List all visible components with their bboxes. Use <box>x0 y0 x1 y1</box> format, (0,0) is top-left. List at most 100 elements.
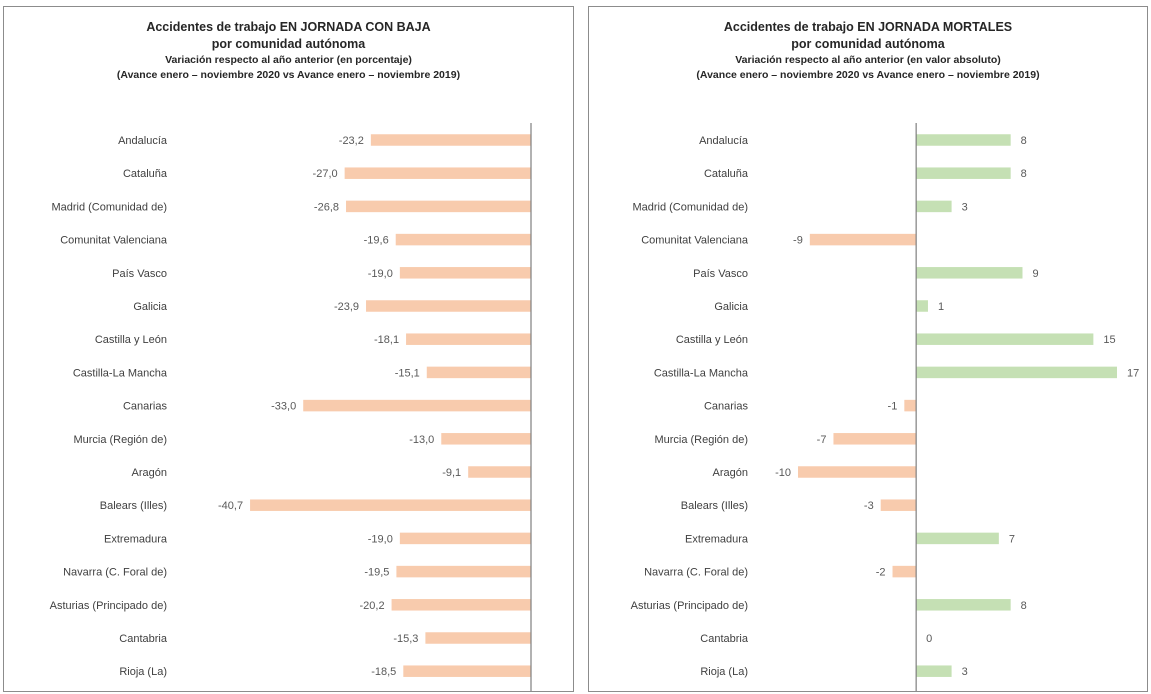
data-label: -19,5 <box>364 567 389 579</box>
data-label: -23,9 <box>334 301 359 313</box>
bar-chart-mortales: Andalucía 8 Cataluña 8 Madrid (Comunidad de)… <box>631 123 1139 691</box>
data-label: 8 <box>1021 135 1027 147</box>
data-label: -10 <box>775 467 791 479</box>
bar <box>391 599 531 611</box>
data-label: -18,1 <box>374 334 399 346</box>
bar <box>916 599 1011 611</box>
data-label: -18,5 <box>371 666 396 678</box>
data-label: -9 <box>793 235 803 247</box>
data-label: 8 <box>1021 168 1027 180</box>
data-label: -7 <box>817 434 827 446</box>
data-label: 8 <box>1021 600 1027 612</box>
chart-panel-accidentes-con-baja: Accidentes de trabajo EN JORNADA CON BAJ… <box>3 6 574 692</box>
category-label: Galicia <box>714 301 749 313</box>
bar <box>370 134 531 146</box>
data-label: -3 <box>864 500 874 512</box>
category-label: Madrid (Comunidad de) <box>51 201 167 213</box>
chart-title: Accidentes de trabajo EN JORNADA CON BAJ… <box>146 20 431 34</box>
data-label: -2 <box>876 567 886 579</box>
data-label: -15,3 <box>393 633 418 645</box>
data-label: -1 <box>888 401 898 413</box>
category-label: Navarra (C. Foral de) <box>63 567 167 579</box>
category-label: Comunitat Valenciana <box>641 235 749 247</box>
bar <box>250 499 531 511</box>
category-label: Galicia <box>133 301 168 313</box>
data-label: 3 <box>962 201 968 213</box>
chart-subtitle: Variación respecto al año anterior (en v… <box>735 54 1001 66</box>
bar-chart-con-baja: Andalucía -23,2 Cataluña -27,0 Madrid (Comun… <box>50 123 532 691</box>
data-label: -23,2 <box>339 135 364 147</box>
category-label: Balears (Illes) <box>100 500 167 512</box>
category-label: País Vasco <box>112 268 167 280</box>
data-label: -19,0 <box>368 268 393 280</box>
data-label: 9 <box>1032 268 1038 280</box>
chart-titles: Accidentes de trabajo EN JORNADA CON BAJ… <box>4 19 573 83</box>
category-label: Canarias <box>123 401 168 413</box>
bar <box>916 167 1011 179</box>
bar <box>916 134 1011 146</box>
category-label: Navarra (C. Foral de) <box>644 567 748 579</box>
bar <box>399 267 531 279</box>
bar <box>916 333 1094 345</box>
category-label: Castilla y León <box>676 334 748 346</box>
data-label: 0 <box>926 633 932 645</box>
chart-title-line-2: por comunidad autónoma <box>791 37 945 51</box>
bar <box>366 300 531 312</box>
chart-title: Accidentes de trabajo EN JORNADA MORTALE… <box>723 20 1013 34</box>
bar <box>303 399 531 412</box>
data-label: 17 <box>1127 367 1139 379</box>
bar <box>916 665 952 677</box>
category-label: Andalucía <box>699 135 749 147</box>
category-label: Aragón <box>713 467 748 479</box>
bar <box>833 433 917 445</box>
chart-subtitle-period: (Avance enero – noviembre 2020 vs Avance… <box>116 69 461 81</box>
category-label: Madrid (Comunidad de) <box>632 201 748 213</box>
bar <box>904 399 917 412</box>
bar <box>916 300 928 312</box>
data-label: 1 <box>938 301 944 313</box>
category-label: Asturias (Principado de) <box>50 600 167 612</box>
category-label: Cataluña <box>123 168 168 180</box>
chart-panel-accidentes-mortales: Accidentes de trabajo EN JORNADA MORTALE… <box>588 6 1148 692</box>
data-label: -9,1 <box>442 467 461 479</box>
bar <box>916 267 1023 279</box>
data-label: -33,0 <box>271 401 296 413</box>
bar <box>425 632 531 644</box>
bar <box>916 200 952 213</box>
category-label: Canarias <box>704 401 749 413</box>
category-label: País Vasco <box>693 268 748 280</box>
category-label: Andalucía <box>118 135 168 147</box>
bar <box>396 565 531 578</box>
bar <box>344 167 531 179</box>
data-label: -27,0 <box>313 168 338 180</box>
category-label: Cantabria <box>119 633 168 645</box>
category-label: Asturias (Principado de) <box>631 600 748 612</box>
category-label: Murcia (Región de) <box>654 434 748 446</box>
category-label: Cantabria <box>700 633 749 645</box>
bar <box>880 499 917 511</box>
bar <box>916 366 1117 379</box>
bar <box>916 532 999 545</box>
category-label: Castilla y León <box>95 334 167 346</box>
data-label: 3 <box>962 666 968 678</box>
category-label: Castilla-La Mancha <box>73 367 168 379</box>
bar <box>468 466 531 478</box>
bar <box>798 466 917 478</box>
bar <box>406 333 531 345</box>
category-label: Castilla-La Mancha <box>654 367 749 379</box>
bar <box>426 366 531 379</box>
bar <box>441 433 531 445</box>
data-label: -40,7 <box>218 500 243 512</box>
category-label: Comunitat Valenciana <box>60 235 168 247</box>
category-label: Extremadura <box>104 533 168 545</box>
category-label: Balears (Illes) <box>681 500 748 512</box>
chart-subtitle-period: (Avance enero – noviembre 2020 vs Avance… <box>696 69 1040 81</box>
data-label: -15,1 <box>395 367 420 379</box>
bar <box>809 233 917 246</box>
bar <box>395 233 531 246</box>
data-label: -19,6 <box>364 235 389 247</box>
category-label: Aragón <box>132 467 167 479</box>
category-label: Cataluña <box>704 168 749 180</box>
bar <box>403 665 531 677</box>
bar <box>346 200 531 213</box>
